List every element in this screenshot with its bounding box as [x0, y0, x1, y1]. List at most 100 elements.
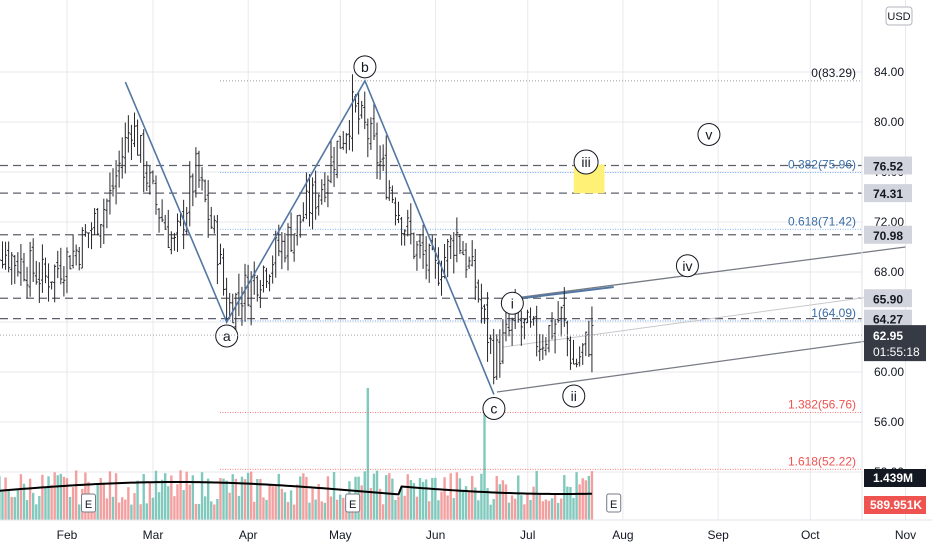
time-tick-label: May	[329, 528, 352, 542]
currency-label: USD	[887, 11, 910, 23]
fib-level-label: 0(83.29)	[811, 66, 856, 80]
volume-bar	[231, 474, 234, 520]
channel-lower	[496, 335, 906, 393]
volume-bar	[127, 487, 130, 520]
volume-bar	[302, 473, 305, 520]
volume-bar	[68, 496, 72, 520]
volume-bar	[449, 473, 452, 520]
volume-bar	[477, 500, 480, 520]
volume-bar	[520, 495, 523, 520]
volume-bar	[391, 478, 394, 520]
time-tick-label: Nov	[895, 528, 916, 542]
volume-bar	[197, 503, 201, 520]
volume-bar	[538, 495, 541, 520]
volume-bar	[262, 497, 265, 520]
volume-bar	[1, 491, 4, 520]
wave-label-b: b	[361, 59, 369, 75]
wave-label-circle	[500, 291, 524, 315]
volume-bar	[237, 495, 241, 520]
volume-bar	[136, 480, 139, 520]
wave-label-circle	[482, 397, 506, 420]
volume-bar	[246, 472, 250, 520]
volume-bar	[102, 482, 106, 520]
earnings-marker-label: E	[349, 499, 356, 511]
volume-bar	[160, 479, 164, 520]
volume-bar	[372, 473, 376, 520]
level-tag-label: 74.31	[873, 187, 903, 201]
volume-bar	[532, 486, 535, 520]
volume-bar	[446, 495, 449, 520]
time-tick-label: Apr	[239, 528, 258, 542]
time-tick-label: Feb	[57, 528, 78, 542]
volume-bar	[210, 501, 213, 520]
volume-bar	[569, 487, 572, 520]
volume-bar	[265, 499, 268, 520]
earnings-marker	[81, 493, 96, 513]
volume-bar	[421, 481, 425, 520]
volume-bar	[271, 486, 274, 520]
price-tick-label: 72.00	[874, 215, 904, 229]
volume-bar	[65, 478, 69, 520]
volume-bar	[483, 410, 486, 520]
volume-bar	[394, 499, 397, 520]
volume-bar	[93, 504, 96, 520]
volume-bar	[299, 476, 302, 520]
volume-bar	[71, 487, 75, 520]
wave-label-circle	[353, 55, 377, 79]
volume-bar	[428, 501, 431, 520]
levels-layer: 0(83.29) 0.382(75.96) 0.618(71.42) 1(64.09)…	[0, 66, 862, 470]
volume-bar	[296, 484, 299, 520]
price-tick-label: 80.00	[874, 115, 904, 129]
resistance-line	[521, 286, 614, 300]
wave-abc-line	[124, 79, 495, 395]
volume-bar	[225, 480, 228, 520]
volume-bar	[206, 478, 210, 520]
wave-label-a: a	[223, 328, 231, 344]
wave-layer	[124, 79, 495, 395]
candle-layer	[0, 74, 594, 385]
earnings-marker-label: E	[610, 499, 617, 511]
volume-ma-label: 1.439M	[873, 471, 913, 485]
last-price-label: 62.95	[873, 329, 903, 343]
volume-bar	[216, 499, 219, 520]
currency-badge	[885, 6, 913, 26]
volume-bar	[326, 476, 330, 520]
price-tick-label: 68.00	[874, 265, 904, 279]
volume-bar	[289, 490, 293, 520]
wave-label-iii: iii	[581, 154, 590, 170]
volume-bar	[513, 498, 517, 520]
volume-bar	[575, 472, 578, 520]
volume-bar	[74, 470, 78, 520]
volume-bar	[121, 497, 124, 520]
volume-bar	[458, 478, 462, 520]
volume-bar	[437, 500, 440, 520]
volume-bar	[338, 494, 342, 520]
volume-bar	[366, 388, 370, 520]
volume-bar	[145, 503, 148, 520]
volume-bar	[219, 478, 222, 520]
volume-bar	[280, 488, 284, 520]
volume-bar	[200, 472, 204, 520]
time-tick-label: Aug	[612, 528, 633, 542]
volume-bar	[108, 471, 112, 520]
level-tag	[864, 289, 912, 308]
level-tag-label: 64.27	[873, 313, 903, 327]
volume-bar	[529, 499, 532, 520]
time-tick-label: Mar	[143, 528, 164, 542]
volume-bar	[329, 496, 333, 520]
wave-label-i: i	[511, 295, 514, 311]
volume-bar	[185, 471, 188, 520]
volume-bar	[47, 476, 50, 520]
volume-bar	[418, 477, 422, 520]
volume-bar	[590, 471, 594, 520]
volume-bar	[489, 504, 492, 520]
volume-bar	[277, 473, 280, 520]
volume-bar	[553, 494, 557, 520]
volume-bar	[471, 475, 474, 520]
volume-bar	[170, 475, 173, 520]
volume-bar	[179, 470, 182, 520]
volume-bar	[164, 473, 167, 520]
volume-bar	[228, 492, 231, 520]
volume-bar	[222, 478, 225, 520]
